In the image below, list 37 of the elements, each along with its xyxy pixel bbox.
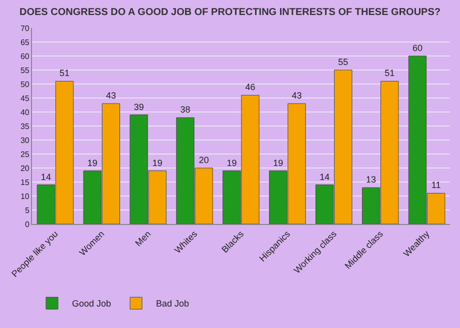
y-tick-label: 15: [20, 178, 30, 187]
data-label: 19: [152, 158, 162, 168]
data-label: 19: [87, 158, 98, 168]
data-label: 39: [134, 102, 144, 112]
y-tick-label: 0: [24, 220, 30, 229]
data-label: 13: [366, 174, 376, 185]
x-tick-label: Men: [133, 228, 153, 248]
y-tick-label: 55: [20, 66, 30, 75]
data-label: 19: [226, 158, 237, 168]
data-label: 43: [106, 90, 116, 101]
y-tick-label: 35: [20, 122, 30, 131]
data-label: 55: [338, 57, 348, 67]
data-label: 51: [384, 68, 395, 78]
y-tick-label: 10: [20, 192, 30, 201]
data-label: 43: [292, 90, 302, 101]
legend-label: Bad Job: [156, 298, 190, 309]
chart-title: DOES CONGRESS DO A GOOD JOB OF PROTECTING INTERESTS OF THESE GROUPS?: [20, 7, 440, 18]
data-label: 20: [198, 155, 209, 165]
data-label: 19: [273, 158, 284, 168]
y-tick-label: 30: [20, 136, 30, 145]
y-tick-label: 50: [20, 80, 30, 89]
data-label: 11: [431, 180, 441, 190]
data-label: 60: [412, 43, 422, 53]
y-tick-label: 5: [24, 206, 30, 215]
data-label: 46: [245, 82, 256, 92]
y-tick-label: 25: [20, 150, 30, 159]
data-label: 38: [180, 104, 190, 115]
data-label: 14: [320, 172, 330, 182]
data-label: 51: [60, 68, 70, 78]
y-tick-label: 20: [20, 164, 30, 173]
data-label: 14: [40, 172, 51, 182]
y-tick-label: 70: [20, 24, 30, 33]
y-tick-label: 60: [20, 52, 30, 61]
y-tick-label: 45: [20, 94, 30, 103]
legend-label: Good Job: [72, 298, 112, 309]
y-tick-label: 65: [20, 38, 30, 47]
y-tick-label: 40: [20, 108, 30, 117]
